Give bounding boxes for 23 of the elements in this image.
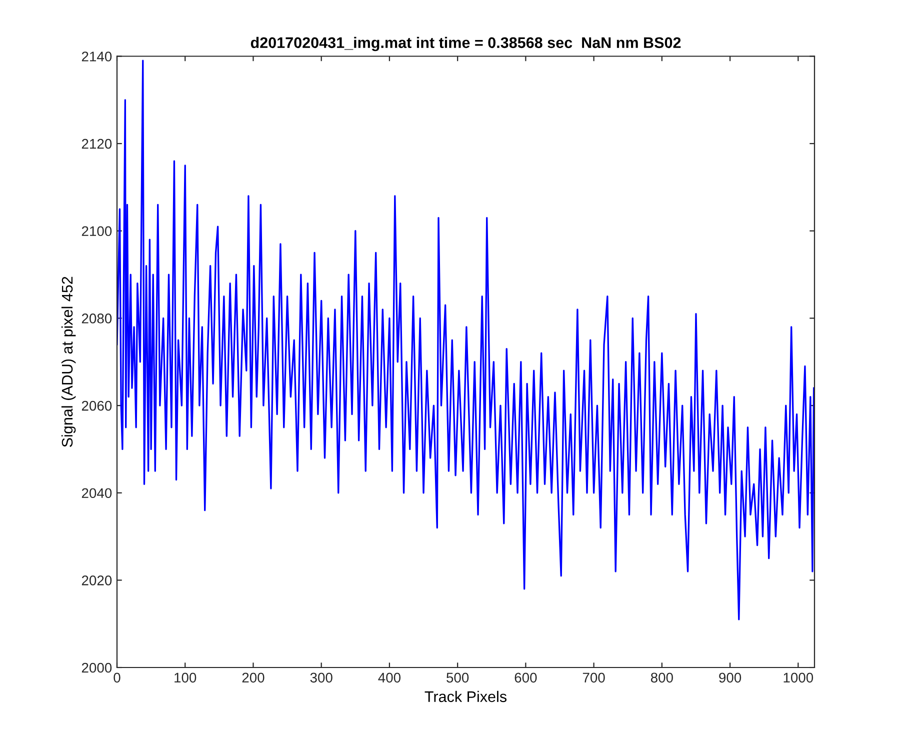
y-tick-label: 2120 [82, 138, 112, 149]
x-tick-label: 100 [174, 672, 196, 683]
y-tick-label: 2100 [82, 226, 112, 236]
x-tick-label: 900 [719, 672, 742, 683]
x-axis-title: Track Pixels [424, 690, 507, 702]
x-tick-label: 400 [378, 672, 401, 683]
y-axis-title: Signal (ADU) at pixel 452 [61, 276, 76, 447]
x-tick-label: 500 [446, 672, 469, 683]
y-tick-label: 2020 [82, 576, 112, 586]
x-tick-label: 1000 [784, 672, 814, 683]
x-tick-label: 200 [242, 672, 264, 683]
y-tick-label: 2000 [82, 662, 112, 673]
x-tick-label: 800 [650, 672, 673, 683]
line-series [117, 60, 814, 620]
y-tick-label: 2080 [82, 314, 112, 324]
y-tick-label: 2040 [82, 488, 112, 498]
x-tick-label: 300 [310, 672, 332, 683]
x-tick-label: 700 [582, 672, 605, 683]
chart-title: d2017020431_img.mat int time = 0.38568 sec NaN nm BS02 [250, 36, 681, 52]
x-tick-label: 0 [114, 672, 120, 683]
y-tick-label: 2060 [82, 400, 112, 411]
y-tick-label: 2140 [82, 52, 112, 62]
x-tick-label: 600 [514, 672, 537, 683]
